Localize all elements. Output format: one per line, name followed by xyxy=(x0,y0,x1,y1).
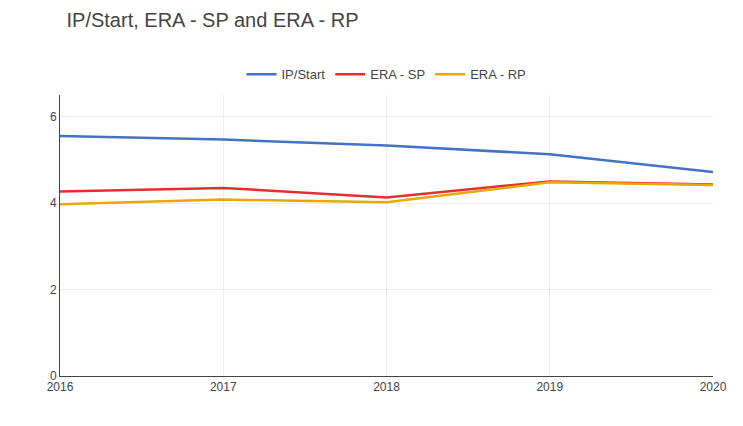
svg-text:IP/Start: IP/Start xyxy=(282,67,326,82)
svg-text:ERA - RP: ERA - RP xyxy=(470,67,526,82)
svg-text:2018: 2018 xyxy=(373,380,400,394)
svg-text:IP/Start, ERA - SP and ERA - R: IP/Start, ERA - SP and ERA - RP xyxy=(67,9,359,31)
svg-text:2016: 2016 xyxy=(47,380,74,394)
svg-text:ERA - SP: ERA - SP xyxy=(370,67,425,82)
svg-text:6: 6 xyxy=(50,110,57,124)
svg-text:0: 0 xyxy=(50,369,57,383)
svg-text:2017: 2017 xyxy=(210,380,237,394)
svg-text:2: 2 xyxy=(50,283,57,297)
svg-text:4: 4 xyxy=(50,196,57,210)
svg-text:2019: 2019 xyxy=(536,380,563,394)
svg-text:2020: 2020 xyxy=(700,380,727,394)
